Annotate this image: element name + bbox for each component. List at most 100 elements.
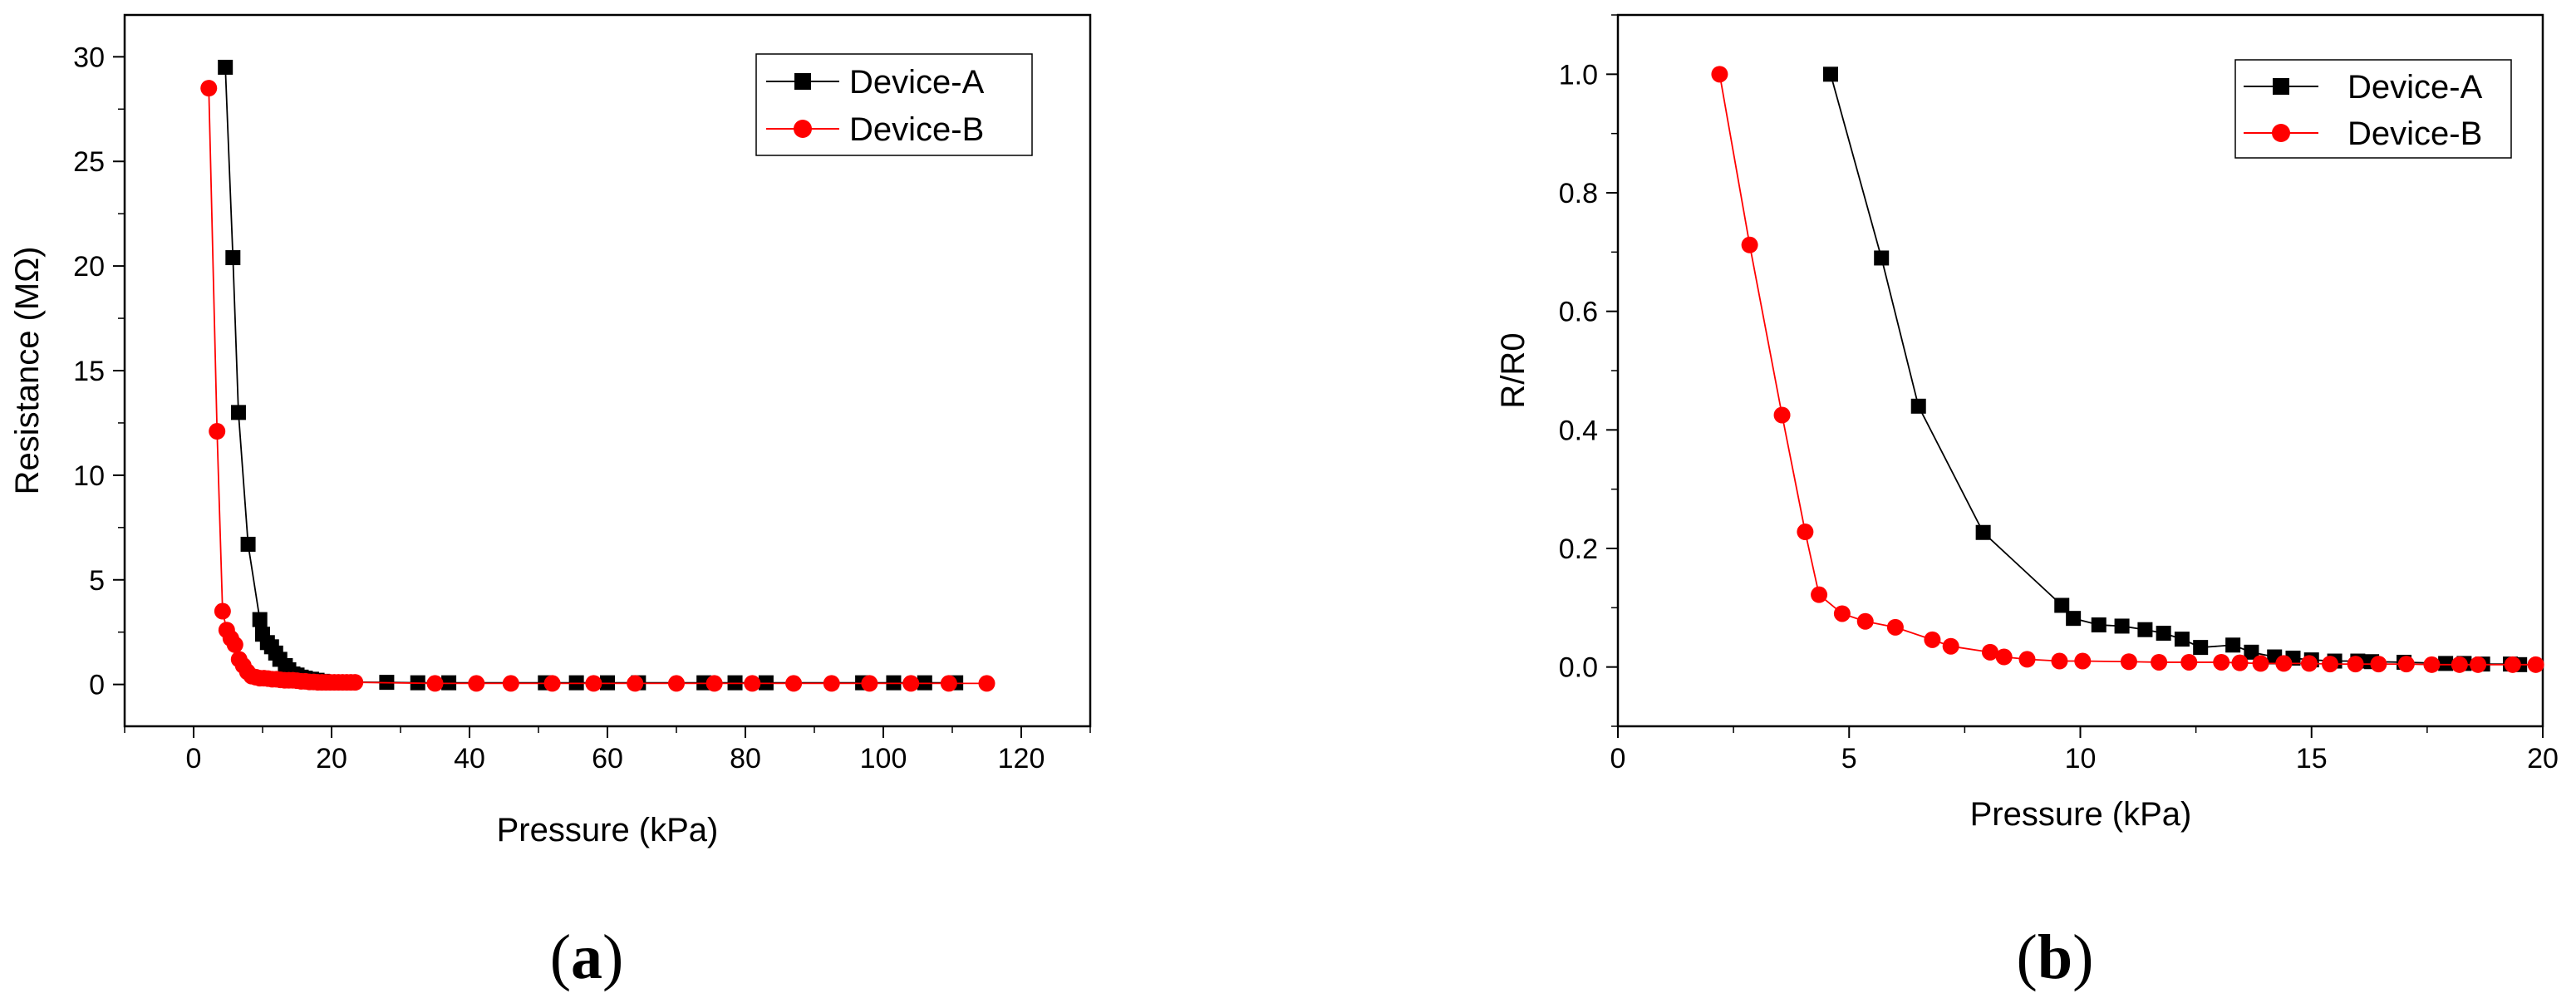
data-point-device-b-a (426, 675, 444, 692)
data-point-device-a-a (218, 59, 234, 75)
legend-label-device-b-a: Device-B (849, 111, 984, 148)
panel-a: 0 20 40 60 80 100 120 0 5 10 15 20 25 30 Pressure (kP… (9, 13, 1092, 992)
y-tick-label-a: 25 (73, 146, 105, 178)
legend-b: Device-A Device-B (2234, 59, 2512, 159)
y-tick-label-a: 5 (89, 565, 105, 597)
data-point-device-a-b (2066, 611, 2082, 627)
data-point-device-b-a (668, 675, 685, 692)
data-point-device-b-b (2252, 655, 2269, 672)
data-point-device-b-b (2151, 653, 2168, 671)
x-tick-label-a: 100 (860, 743, 907, 774)
data-point-device-a-a (230, 405, 246, 420)
data-point-device-b-b (2231, 654, 2249, 671)
data-point-device-b-a (823, 675, 840, 692)
legend-a: Device-A Device-B (755, 53, 1033, 156)
x-axis-label-a: Pressure (kPa) (497, 812, 719, 848)
data-point-device-b-a (978, 675, 995, 692)
x-tick-label-a: 60 (592, 743, 623, 774)
y-tick-label-a: 0 (89, 670, 105, 701)
data-point-device-b-b (2470, 656, 2487, 673)
data-point-device-a-a (225, 250, 241, 266)
data-point-device-b-a (940, 675, 957, 692)
data-point-device-b-a (502, 675, 519, 692)
data-point-device-a-b (2438, 656, 2454, 671)
data-point-device-a-b (2193, 640, 2209, 656)
chart-marks-a (200, 59, 995, 692)
y-tick-label-a: 15 (73, 356, 105, 387)
data-point-device-b-a (705, 675, 723, 692)
data-point-device-b-b (2504, 656, 2521, 673)
legend-marker-device-a-b (2273, 78, 2289, 95)
data-point-device-b-b (2370, 656, 2387, 673)
data-point-device-b-a (468, 675, 485, 692)
data-point-device-b-a (627, 675, 644, 692)
data-point-device-b-a (200, 80, 218, 97)
data-point-device-b-b (2051, 652, 2068, 670)
x-tick-label-a: 80 (730, 743, 761, 774)
data-point-device-b-b (1833, 605, 1851, 622)
data-point-device-a-b (1822, 66, 1838, 82)
data-point-device-b-b (1924, 631, 1941, 648)
data-point-device-a-b (2244, 644, 2259, 660)
y-tick-label-b: 0.4 (1559, 415, 1598, 446)
y-tick-label-b: 0.8 (1559, 178, 1598, 209)
data-point-device-b-a (347, 674, 364, 691)
data-point-device-b-a (226, 636, 243, 653)
y-axis-label-b: R/R0 (1495, 332, 1531, 408)
panel-b: 0 5 10 15 20 0.0 0.2 0.4 0.6 0.8 1.0 Pressure (kPa… (1495, 13, 2559, 992)
panel-label-b: (b) (2017, 922, 2094, 992)
data-point-device-a-b (2091, 617, 2107, 633)
legend-marker-device-b-b (2272, 124, 2290, 142)
data-point-device-b-a (902, 675, 920, 692)
data-point-device-b-a (214, 602, 231, 620)
data-point-device-a-b (1975, 524, 1991, 540)
data-point-device-a-b (2054, 597, 2070, 613)
data-point-device-a-b (2137, 622, 2153, 637)
data-point-device-b-b (2120, 653, 2137, 671)
x-tick-label-a: 20 (316, 743, 347, 774)
series-line-device-b-a (208, 88, 987, 685)
data-point-device-b-a (543, 675, 561, 692)
data-point-device-b-b (2213, 653, 2230, 671)
x-tick-label-b: 0 (1610, 743, 1626, 774)
series-line-device-a-a (224, 66, 956, 684)
y-tick-label-a: 20 (73, 251, 105, 283)
data-point-device-b-b (2423, 656, 2441, 673)
data-point-device-b-b (1856, 612, 1874, 630)
legend-label-device-b-b: Device-B (2347, 116, 2482, 152)
x-tick-label-b: 20 (2527, 743, 2559, 774)
legend-marker-device-b-a (794, 120, 812, 138)
data-point-device-b-b (2018, 651, 2036, 668)
x-tick-label-a: 0 (186, 743, 202, 774)
chart-marks-b (1711, 66, 2544, 673)
legend-marker-device-a-a (794, 73, 811, 90)
x-tick-label-a: 40 (454, 743, 485, 774)
data-point-device-b-b (1741, 236, 1758, 253)
data-point-device-b-b (2074, 652, 2092, 670)
data-point-device-b-b (1773, 406, 1791, 424)
data-point-device-b-b (2347, 656, 2364, 673)
x-tick-label-b: 15 (2296, 743, 2328, 774)
y-tick-label-b: 1.0 (1559, 59, 1598, 91)
data-point-device-b-b (2451, 656, 2468, 673)
data-point-device-b-b (2300, 655, 2318, 672)
legend-label-device-a-b: Device-A (2347, 69, 2483, 106)
data-point-device-a-b (2114, 618, 2130, 634)
data-point-device-a-b (2174, 632, 2190, 647)
x-tick-label-b: 10 (2065, 743, 2097, 774)
x-axis-label-b: Pressure (kPa) (1970, 796, 2192, 833)
y-tick-label-a: 30 (73, 42, 105, 73)
data-point-device-b-b (1886, 618, 1904, 636)
panel-label-a: (a) (550, 922, 624, 992)
data-point-device-b-b (2275, 655, 2293, 672)
data-point-device-b-b (1711, 66, 1728, 83)
data-point-device-b-b (1942, 637, 1959, 655)
series-line-device-b-b (1718, 74, 2536, 666)
data-point-device-a-b (2156, 626, 2171, 642)
y-tick-label-b: 0.0 (1559, 652, 1598, 684)
data-point-device-a-b (2225, 637, 2241, 653)
data-point-device-b-a (585, 675, 602, 692)
y-axis-label-a: Resistance (MΩ) (9, 247, 46, 495)
data-point-device-b-a (209, 423, 226, 440)
